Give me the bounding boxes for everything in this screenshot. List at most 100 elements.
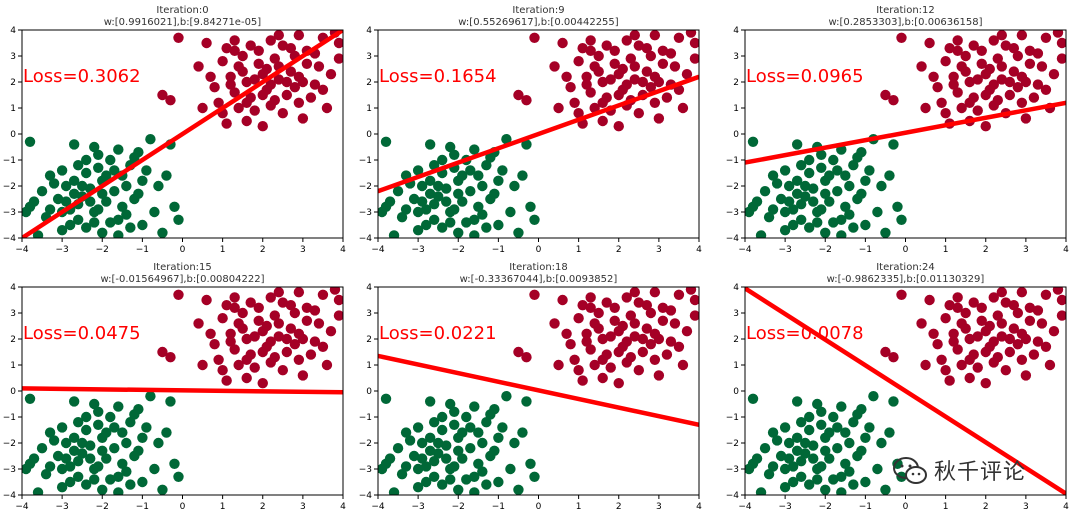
- data-point-class-a: [273, 74, 284, 85]
- data-point-class-b: [896, 214, 907, 225]
- data-point-class-b: [145, 134, 156, 145]
- data-point-class-a: [605, 362, 616, 373]
- data-point-class-a: [948, 71, 959, 83]
- data-point-class-a: [625, 53, 636, 64]
- data-point-class-a: [597, 97, 608, 109]
- data-point-class-a: [249, 362, 260, 373]
- subplot-subtitle: w:[-0.01564967],b:[0.00804222]: [101, 274, 265, 285]
- data-point-class-b: [828, 474, 839, 485]
- data-point-class-b: [469, 214, 480, 225]
- data-point-class-a: [932, 82, 943, 93]
- data-point-class-a: [888, 95, 899, 106]
- data-point-class-a: [996, 74, 1007, 85]
- data-point-class-a: [241, 372, 252, 384]
- data-point-class-a: [669, 318, 681, 329]
- data-point-class-b: [68, 432, 80, 443]
- data-point-class-a: [1024, 58, 1036, 69]
- data-point-class-a: [573, 108, 584, 119]
- x-tick-label: 3: [1023, 502, 1029, 512]
- data-point-class-b: [48, 435, 60, 446]
- data-point-class-a: [165, 95, 176, 106]
- data-point-class-a: [249, 74, 260, 85]
- data-point-class-a: [952, 292, 963, 303]
- data-point-class-a: [613, 89, 624, 101]
- data-point-class-a: [980, 121, 991, 132]
- data-point-class-b: [72, 471, 84, 482]
- data-point-class-a: [585, 45, 596, 56]
- x-tick-label: 2: [616, 502, 622, 512]
- data-point-class-a: [257, 346, 268, 358]
- x-tick-label: 4: [340, 502, 346, 512]
- loss-annotation: Loss=0.0965: [746, 66, 864, 87]
- data-point-class-a: [992, 53, 1003, 64]
- y-tick-label: 0: [733, 387, 739, 397]
- data-point-class-b: [876, 437, 887, 449]
- data-point-class-a: [649, 328, 661, 339]
- data-point-class-a: [201, 37, 212, 49]
- data-point-class-b: [763, 469, 775, 480]
- data-point-class-b: [820, 227, 831, 238]
- data-point-class-b: [844, 209, 855, 220]
- data-point-class-a: [293, 354, 305, 365]
- data-point-class-b: [779, 463, 791, 475]
- data-point-class-b: [795, 456, 807, 467]
- y-tick-label: −3: [3, 465, 16, 475]
- data-point-class-b: [396, 212, 408, 223]
- y-tick-label: −1: [726, 413, 739, 423]
- data-point-class-b: [876, 180, 887, 192]
- subplot-title: Iteration:15: [153, 262, 212, 273]
- data-point-class-a: [940, 313, 951, 324]
- subplot-subtitle: w:[0.55269617],b:[0.00442255]: [458, 17, 618, 28]
- decision-line: [22, 386, 343, 395]
- y-tick-label: −3: [3, 208, 16, 218]
- data-point-class-a: [249, 331, 260, 342]
- data-point-class-a: [333, 310, 343, 321]
- data-point-class-a: [209, 339, 220, 350]
- data-point-class-b: [428, 214, 440, 225]
- data-point-class-b: [795, 214, 807, 225]
- data-point-class-a: [1016, 97, 1028, 109]
- data-point-class-b: [525, 458, 536, 469]
- data-point-class-b: [477, 209, 488, 220]
- data-point-class-a: [629, 74, 640, 85]
- data-point-class-b: [804, 154, 815, 166]
- data-point-class-a: [681, 69, 693, 80]
- data-point-class-b: [117, 458, 128, 469]
- data-point-class-b: [493, 175, 504, 186]
- data-point-class-a: [637, 333, 649, 345]
- data-point-class-b: [453, 188, 464, 199]
- y-tick-label: −2: [359, 182, 372, 192]
- x-tick-label: 0: [536, 245, 542, 255]
- data-point-class-b: [755, 230, 767, 238]
- data-point-class-b: [779, 482, 791, 493]
- data-point-class-b: [779, 165, 791, 176]
- data-point-class-b: [89, 474, 100, 485]
- data-point-class-a: [1040, 84, 1052, 96]
- x-tick-label: 2: [260, 245, 266, 255]
- data-point-class-a: [980, 378, 991, 389]
- data-point-class-a: [309, 336, 321, 347]
- data-point-class-b: [505, 463, 516, 475]
- y-tick-label: −2: [3, 439, 16, 449]
- data-point-class-a: [597, 372, 608, 384]
- data-point-class-b: [497, 165, 508, 176]
- data-point-class-b: [420, 461, 432, 472]
- data-point-class-a: [1012, 339, 1024, 350]
- data-point-class-a: [1008, 66, 1020, 77]
- data-point-class-b: [392, 186, 404, 197]
- data-point-class-a: [1028, 349, 1040, 360]
- data-point-class-a: [321, 359, 333, 371]
- data-point-class-a: [1020, 370, 1032, 381]
- data-point-class-a: [880, 346, 891, 358]
- data-point-class-b: [820, 445, 831, 456]
- data-point-class-b: [880, 227, 891, 238]
- data-point-class-a: [637, 76, 649, 88]
- data-point-class-b: [52, 450, 64, 462]
- data-point-class-a: [657, 58, 669, 69]
- data-point-class-b: [759, 186, 771, 197]
- data-point-class-b: [149, 206, 160, 218]
- data-point-class-a: [285, 323, 297, 334]
- data-point-class-a: [633, 297, 645, 308]
- data-point-class-b: [145, 391, 156, 402]
- data-point-class-b: [783, 196, 795, 207]
